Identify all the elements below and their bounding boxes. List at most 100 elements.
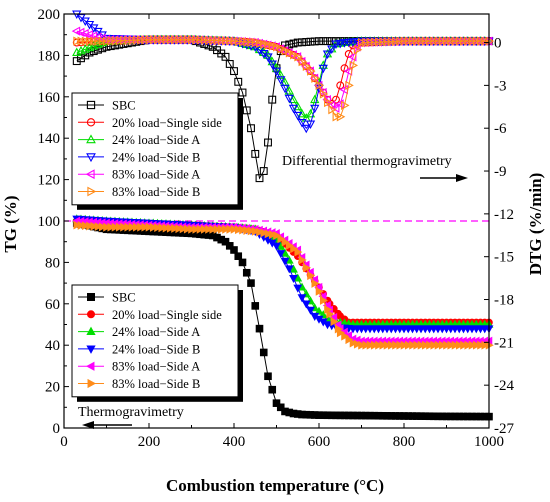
- legend-marker: [87, 378, 96, 389]
- tg-marker: [314, 306, 324, 315]
- dtg-marker: [362, 37, 371, 48]
- dtg-marker: [293, 38, 302, 47]
- y-left-tick-label: 160: [38, 90, 61, 106]
- tg-marker: [107, 222, 116, 232]
- tg-marker: [183, 224, 192, 234]
- dtg-marker: [175, 35, 184, 45]
- legend-box: [71, 92, 239, 206]
- tg-marker: [128, 222, 137, 232]
- tg-marker: [341, 331, 350, 341]
- dtg-marker: [251, 149, 260, 158]
- tg-marker: [366, 340, 375, 350]
- tg-marker: [124, 222, 133, 232]
- dtg-marker: [426, 36, 435, 46]
- dtg-marker: [263, 53, 273, 62]
- tg-marker: [301, 300, 311, 309]
- dtg-marker: [247, 37, 257, 47]
- tg-marker: [225, 242, 234, 250]
- dtg-marker: [276, 76, 286, 85]
- dtg-marker: [205, 35, 214, 45]
- tg-marker: [188, 224, 197, 234]
- tg-marker: [179, 224, 188, 234]
- tg-marker: [222, 224, 231, 234]
- dtg-marker: [264, 138, 272, 147]
- legend-label: 24% load−Side A: [112, 325, 200, 339]
- dtg-marker: [460, 36, 469, 46]
- dtg-marker: [327, 45, 337, 55]
- y-left-tick-label: 20: [45, 380, 60, 396]
- dtg-marker: [348, 38, 358, 47]
- tg-marker: [383, 340, 392, 350]
- tg-marker: [251, 302, 260, 310]
- y-right-tick-label: -12: [494, 207, 514, 223]
- dtg-marker: [128, 35, 138, 45]
- y-right-tick-label: -18: [494, 293, 514, 309]
- dtg-marker: [319, 37, 328, 46]
- dtg-marker: [409, 36, 418, 46]
- legend-marker: [87, 292, 96, 301]
- dtg-marker: [468, 36, 478, 46]
- dtg-marker: [289, 39, 298, 48]
- legend-marker: [87, 310, 96, 319]
- tg-marker: [400, 340, 409, 350]
- tg-marker: [272, 399, 281, 407]
- dtg-marker: [267, 60, 277, 70]
- dtg-marker: [277, 44, 286, 54]
- dtg-marker: [387, 36, 397, 47]
- dtg-marker: [319, 89, 329, 99]
- legend-label: 24% load−Side A: [112, 133, 200, 147]
- tg-marker: [306, 306, 315, 315]
- tg-marker: [200, 224, 209, 234]
- tg-marker: [468, 340, 477, 350]
- tg-marker: [226, 224, 235, 234]
- tg-marker: [311, 279, 320, 288]
- tg-marker: [247, 279, 255, 287]
- tg-marker: [256, 227, 265, 237]
- dtg-marker: [239, 37, 248, 47]
- dtg-marker: [120, 35, 129, 46]
- legend-label: 83% load−Side A: [112, 360, 200, 374]
- tg-marker: [345, 335, 354, 345]
- tg-marker: [285, 241, 294, 250]
- dtg-marker: [221, 52, 230, 61]
- dtg-marker: [243, 37, 252, 47]
- tg-marker: [451, 340, 460, 350]
- y-right-axis-title: DTG (%/min): [526, 173, 545, 275]
- tg-marker: [158, 223, 167, 233]
- dtg-marker: [183, 35, 193, 45]
- dtg-marker: [339, 39, 350, 48]
- legend-label: 83% load−Side B: [112, 185, 200, 199]
- dtg-marker: [294, 52, 303, 62]
- dtg-marker: [226, 36, 235, 46]
- dtg-marker: [288, 94, 299, 104]
- legend-marker: [87, 186, 97, 197]
- dtg-marker: [310, 104, 320, 114]
- dtg-marker: [477, 36, 486, 46]
- tg-marker: [217, 224, 226, 234]
- y-left-tick-label: 40: [45, 338, 60, 354]
- dtg-marker: [366, 37, 376, 47]
- dtg-marker: [305, 108, 316, 118]
- dtg-marker: [472, 36, 482, 46]
- dtg-marker: [417, 36, 427, 46]
- tg-marker: [290, 244, 299, 254]
- tg-marker: [455, 340, 464, 350]
- dtg-marker: [345, 80, 354, 91]
- legend-label: SBC: [112, 99, 136, 113]
- tg-marker: [396, 340, 405, 350]
- dtg-marker: [259, 167, 268, 175]
- dtg-marker: [268, 95, 277, 104]
- dtg-marker: [213, 35, 223, 46]
- y-left-tick-label: 60: [45, 297, 60, 313]
- dtg-marker: [242, 106, 251, 115]
- tg-marker: [421, 340, 430, 350]
- dtg-marker: [305, 120, 316, 129]
- tg-marker: [387, 340, 396, 350]
- tg-marker: [438, 340, 447, 350]
- x-tick-label: 600: [308, 434, 331, 450]
- tg-marker: [162, 223, 171, 233]
- dtg-marker: [434, 36, 444, 46]
- tg-marker: [434, 340, 443, 350]
- tg-marker: [297, 294, 307, 303]
- tg-marker: [166, 223, 175, 233]
